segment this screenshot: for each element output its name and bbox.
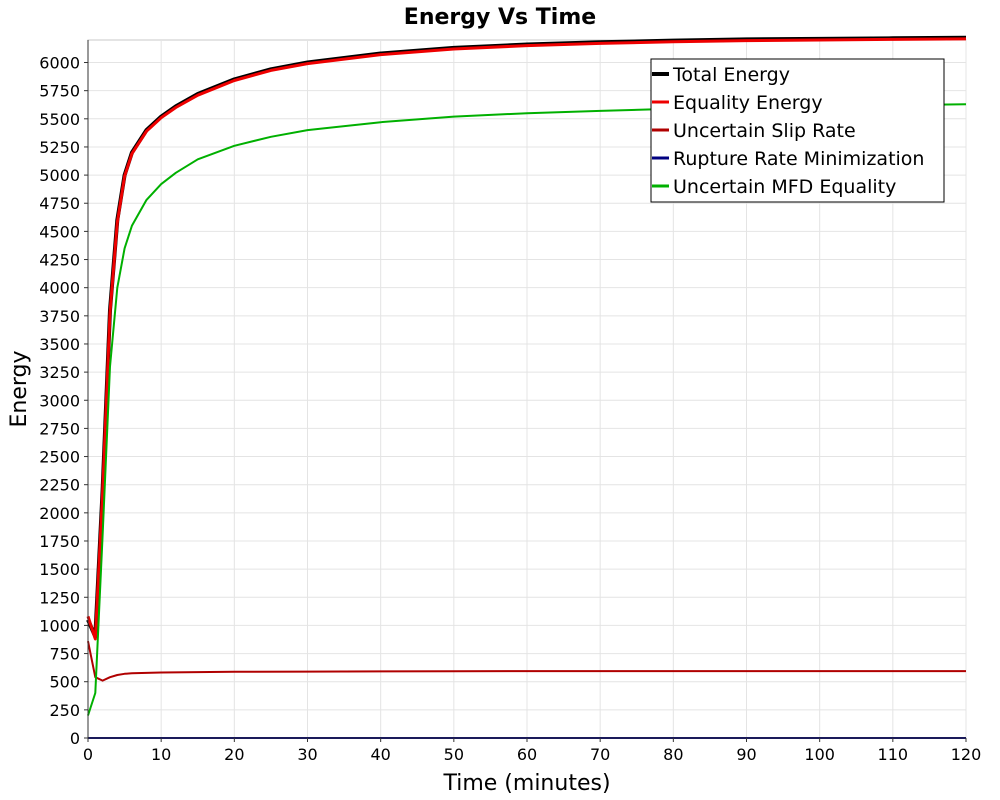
- x-tick-label: 100: [804, 745, 835, 764]
- series-line-uncertain-slip-rate: [87, 641, 966, 682]
- axis-ticks: 0 10 20 30 40 50 60 70 80 90 100 110 120 0 250 500 750 10…: [39, 54, 981, 764]
- y-tick-label: 500: [49, 673, 80, 692]
- legend-label-uncertain-slip-rate: Uncertain Slip Rate: [673, 120, 856, 142]
- y-tick-label: 3000: [39, 391, 80, 410]
- x-tick-label: 30: [297, 745, 317, 764]
- y-tick-label: 4250: [39, 251, 80, 270]
- y-tick-label: 250: [49, 701, 80, 720]
- y-tick-label: 5750: [39, 82, 80, 101]
- legend: Total Energy Equality Energy Uncertain Sli…: [650, 58, 945, 203]
- x-tick-label: 80: [663, 745, 683, 764]
- y-tick-label: 750: [49, 645, 80, 664]
- y-tick-label: 2500: [39, 448, 80, 467]
- x-tick-label: 110: [878, 745, 909, 764]
- legend-label-equality-energy: Equality Energy: [673, 92, 823, 114]
- x-tick-label: 120: [951, 745, 982, 764]
- y-tick-label: 4000: [39, 279, 80, 298]
- y-tick-label: 0: [70, 729, 80, 748]
- x-tick-label: 0: [83, 745, 93, 764]
- x-tick-label: 50: [444, 745, 464, 764]
- x-tick-label: 60: [517, 745, 537, 764]
- x-tick-label: 40: [370, 745, 390, 764]
- x-tick-label: 90: [736, 745, 756, 764]
- y-tick-label: 1250: [39, 588, 80, 607]
- y-tick-label: 2000: [39, 504, 80, 523]
- y-tick-label: 3750: [39, 307, 80, 326]
- y-tick-label: 3500: [39, 335, 80, 354]
- chart-title: Energy Vs Time: [404, 5, 596, 30]
- y-tick-label: 1000: [39, 616, 80, 635]
- series-line-equality-energy: [86, 37, 967, 641]
- y-tick-label: 2750: [39, 419, 80, 438]
- y-tick-label: 2250: [39, 476, 80, 495]
- y-tick-label: 1750: [39, 532, 80, 551]
- y-tick-label: 3250: [39, 363, 80, 382]
- y-tick-label: 5000: [39, 166, 80, 185]
- y-axis-label: Energy: [7, 350, 32, 427]
- y-tick-label: 4500: [39, 222, 80, 241]
- x-tick-label: 20: [224, 745, 244, 764]
- y-tick-label: 5250: [39, 138, 80, 157]
- legend-box: [650, 58, 945, 203]
- x-axis-label: Time (minutes): [442, 771, 610, 796]
- legend-label-uncertain-mfd-equality: Uncertain MFD Equality: [673, 176, 896, 198]
- series-layer: [86, 35, 967, 739]
- y-tick-label: 4750: [39, 194, 80, 213]
- gridlines: [87, 40, 967, 739]
- legend-label-rupture-rate-minimization: Rupture Rate Minimization: [673, 148, 924, 170]
- x-tick-label: 70: [590, 745, 610, 764]
- y-tick-label: 6000: [39, 54, 80, 73]
- x-tick-label: 10: [151, 745, 171, 764]
- legend-label-total-energy: Total Energy: [672, 64, 790, 86]
- y-tick-label: 5500: [39, 110, 80, 129]
- y-tick-label: 1500: [39, 560, 80, 579]
